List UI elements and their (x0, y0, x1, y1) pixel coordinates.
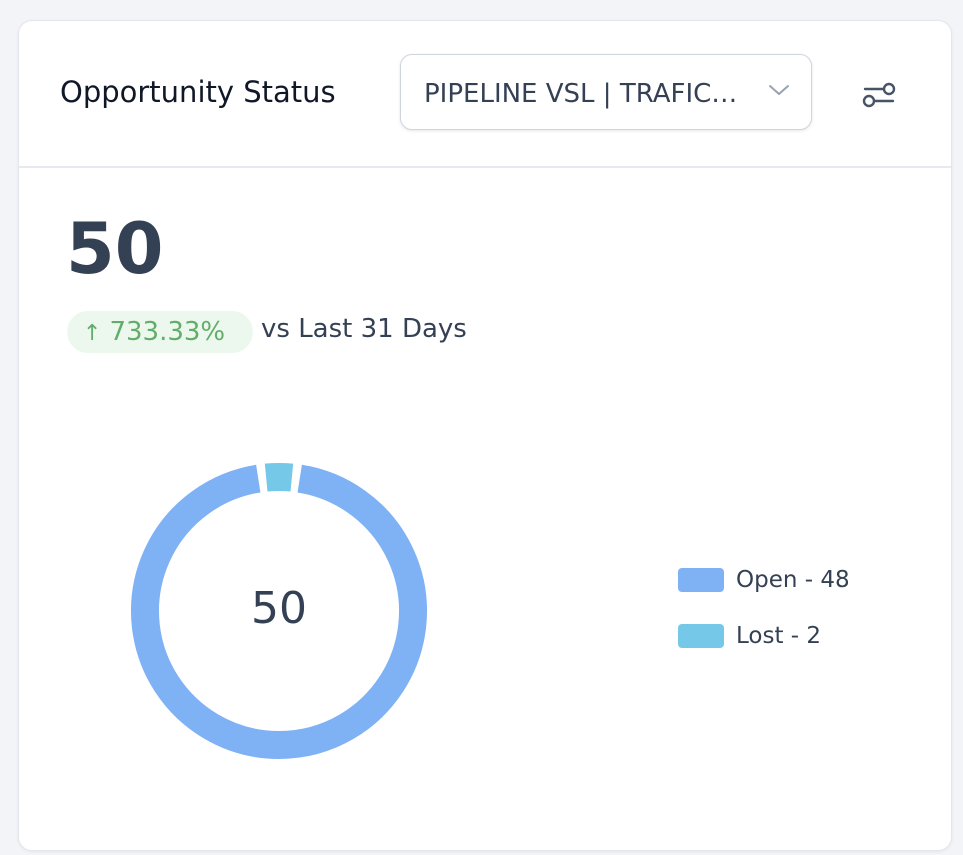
donut-center-label: 50 (251, 583, 307, 634)
legend-swatch (678, 568, 724, 592)
donut-slice-open[interactable] (131, 464, 427, 759)
donut-chart (131, 463, 427, 759)
card-header: Opportunity Status PIPELINE VSL | TRAFIC… (19, 21, 951, 168)
pipeline-select-value: PIPELINE VSL | TRAFICO ORGANICO (424, 79, 754, 109)
arrow-up-icon: ↑ (83, 321, 102, 346)
donut-slice-lost[interactable] (264, 463, 294, 492)
pipeline-select[interactable]: PIPELINE VSL | TRAFICO ORGANICO (400, 54, 812, 130)
chevron-down-icon (769, 85, 789, 95)
change-percent: 733.33% (109, 317, 226, 347)
change-badge: ↑ 733.33% (67, 311, 253, 353)
legend-label: Open - 48 (736, 567, 850, 593)
total-opportunities: 50 (66, 208, 164, 290)
opportunity-status-card: Opportunity Status PIPELINE VSL | TRAFIC… (18, 20, 952, 851)
comparison-label: vs Last 31 Days (261, 314, 467, 344)
legend-swatch (678, 624, 724, 648)
filter-settings-icon[interactable] (857, 75, 901, 115)
legend-label: Lost - 2 (736, 623, 822, 649)
card-title: Opportunity Status (60, 75, 336, 109)
